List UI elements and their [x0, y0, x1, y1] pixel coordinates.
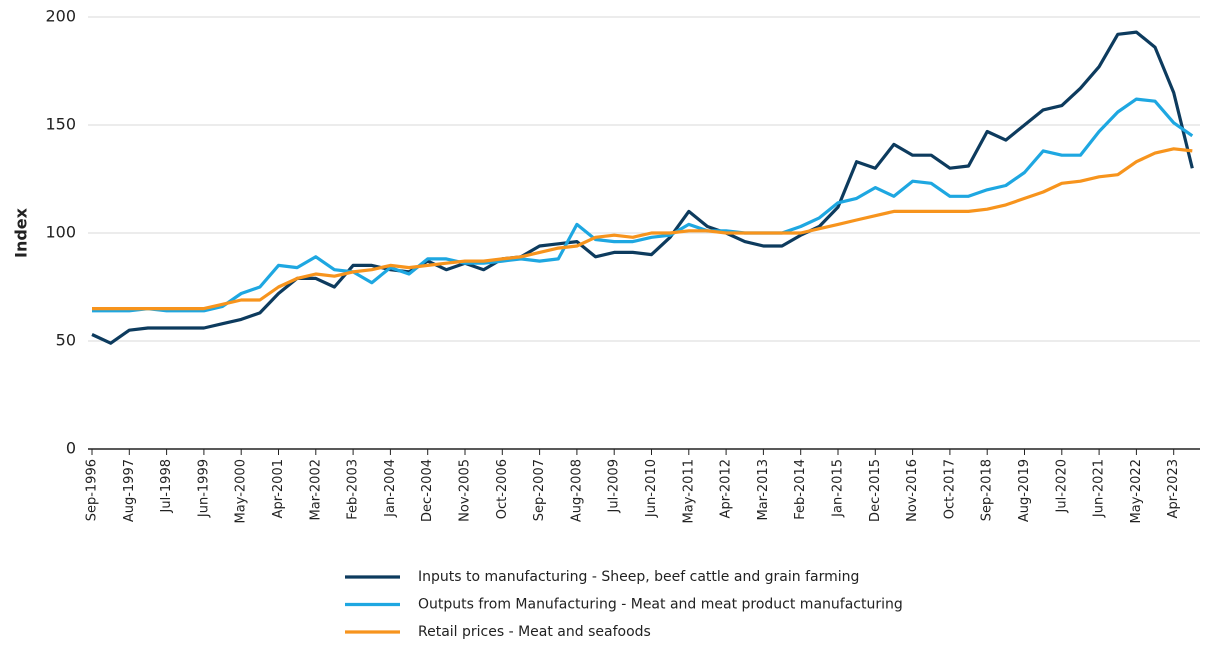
y-tick-label: 100	[45, 223, 76, 242]
x-tick-label: May-2022	[1129, 459, 1144, 523]
legend-label: Outputs from Manufacturing - Meat and me…	[418, 597, 903, 613]
x-tick-label: Sep-2018	[980, 459, 995, 521]
x-tick-label: Jul-2009	[607, 459, 622, 513]
x-tick-label: Nov-2016	[905, 459, 920, 522]
x-tick-label: May-2011	[681, 459, 696, 523]
x-tick-label: Apr-2023	[1166, 459, 1181, 518]
x-tick-label: Apr-2001	[271, 459, 286, 518]
x-tick-label: Jun-2010	[644, 459, 659, 518]
x-tick-label: Feb-2014	[793, 459, 808, 520]
x-tick-label: Aug-2019	[1017, 459, 1032, 522]
x-tick-label: Jan-2015	[831, 459, 846, 518]
x-tick-label: Jul-2020	[1054, 459, 1069, 513]
series-line	[91, 30, 1194, 345]
x-tick-label: Aug-1997	[122, 459, 137, 522]
x-tick-label: Jun-2021	[1092, 459, 1107, 518]
x-tick-label: Sep-1996	[85, 459, 100, 521]
x-tick-label: Jan-2004	[383, 459, 398, 518]
x-tick-label: May-2000	[234, 459, 249, 523]
x-tick-label: Dec-2004	[420, 459, 435, 522]
y-tick-label: 150	[45, 115, 76, 134]
x-tick-label: Nov-2005	[458, 459, 473, 522]
legend-label: Retail prices - Meat and seafoods	[418, 624, 651, 640]
x-tick-label: Aug-2008	[569, 459, 584, 522]
series-line	[92, 97, 1194, 313]
x-tick-label: Mar-2002	[308, 459, 323, 520]
x-tick-label: Apr-2012	[719, 459, 734, 518]
legend-label: Inputs to manufacturing - Sheep, beef ca…	[418, 569, 859, 585]
y-tick-label: 0	[66, 439, 76, 458]
x-tick-label: Oct-2017	[942, 459, 957, 519]
x-tick-label: Jul-1998	[159, 459, 174, 513]
x-tick-label: Feb-2003	[346, 459, 361, 520]
x-tick-label: Mar-2013	[756, 459, 771, 520]
x-tick-label: Jun-1999	[196, 459, 211, 518]
x-tick-label: Oct-2006	[495, 459, 510, 519]
y-axis-label: Index	[12, 207, 31, 258]
x-tick-label: Sep-2007	[532, 459, 547, 521]
x-tick-label: Dec-2015	[868, 459, 883, 522]
series-line	[92, 147, 1193, 311]
y-tick-label: 200	[45, 7, 76, 26]
y-tick-label: 50	[56, 331, 76, 350]
